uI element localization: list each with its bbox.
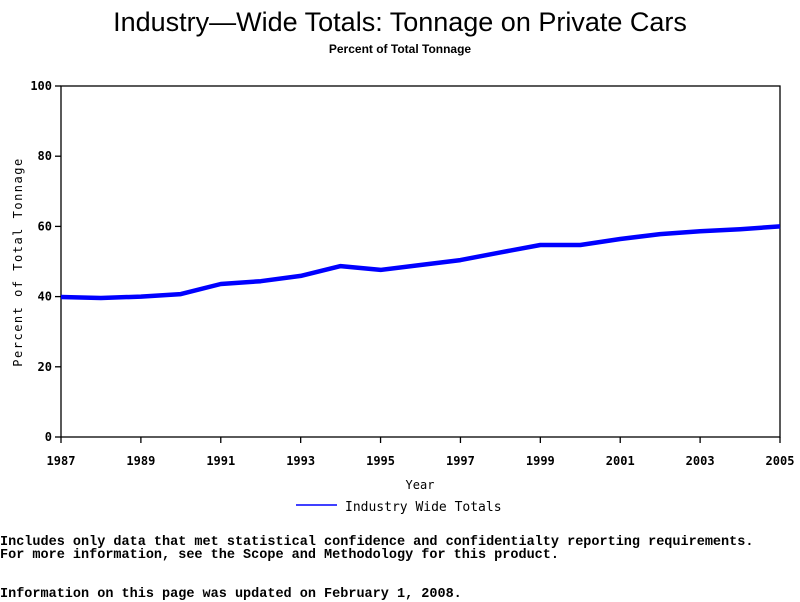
x-tick-label: 2003: [686, 454, 715, 468]
legend-label: Industry Wide Totals: [345, 500, 502, 515]
x-tick-label: 1991: [206, 454, 235, 468]
y-tick-label: 60: [38, 219, 52, 233]
x-axis-label: Year: [406, 478, 435, 492]
chart-title: Industry—Wide Totals: Tonnage on Private…: [113, 7, 687, 37]
x-tick-label: 1997: [446, 454, 475, 468]
series-line: [61, 226, 780, 298]
y-tick-label: 0: [45, 430, 52, 444]
x-tick-label: 2001: [606, 454, 635, 468]
y-tick-label: 100: [30, 79, 52, 93]
x-axis: 1987 1989 1991 1993 1995 1997 1999 2001 2003 2005: [47, 437, 795, 468]
y-tick-label: 20: [38, 360, 52, 374]
x-tick-label: 1995: [366, 454, 395, 468]
y-axis: 0 20 40 60 80 100: [30, 79, 61, 444]
series-group: [61, 226, 780, 298]
plot-frame: [61, 86, 780, 437]
legend: Industry Wide Totals: [296, 500, 502, 515]
x-tick-label: 1993: [286, 454, 315, 468]
footer-note-line2: For more information, see the Scope and …: [0, 549, 559, 563]
y-axis-label: Percent of Total Tonnage: [11, 157, 25, 366]
y-tick-label: 40: [38, 290, 52, 304]
x-tick-label: 2005: [766, 454, 795, 468]
x-tick-label: 1987: [47, 454, 76, 468]
x-tick-label: 1999: [526, 454, 555, 468]
y-tick-label: 80: [38, 149, 52, 163]
chart-subtitle: Percent of Total Tonnage: [329, 42, 472, 56]
x-tick-label: 1989: [126, 454, 155, 468]
